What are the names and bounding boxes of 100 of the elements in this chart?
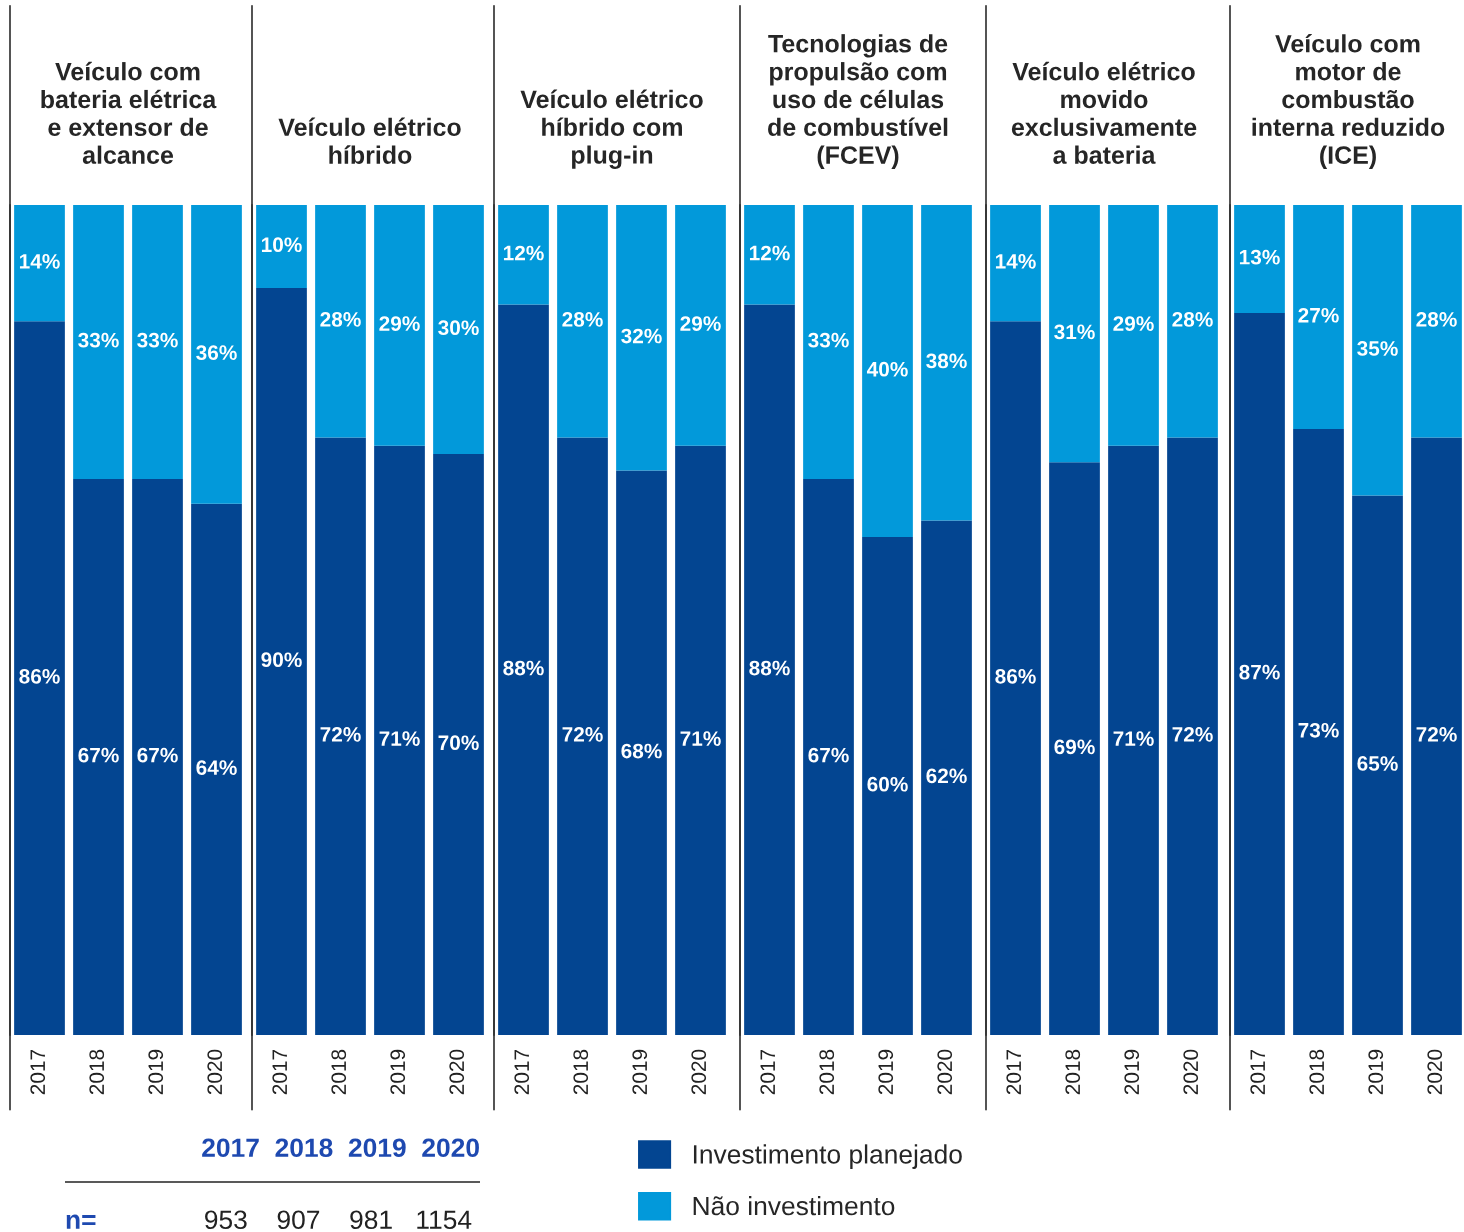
data-label: 36% [196,345,237,361]
bar [132,205,183,479]
data-label: 87% [1239,664,1280,680]
data-label: 71% [1113,731,1154,746]
bar [744,304,795,1035]
x-tick-label: 2018 [1309,1049,1325,1095]
data-label: 35% [1357,341,1398,356]
data-label: 67% [137,747,178,763]
bar [1293,205,1344,430]
x-tick-label: 2017 [514,1049,530,1095]
chart-title: Veículo elétrico híbrido com plug-in [520,89,703,169]
x-tick-label: 2019 [1368,1049,1384,1095]
data-label: 30% [438,320,479,336]
bar [862,537,913,1035]
data-label: 32% [621,328,662,344]
bar [921,520,972,1035]
data-label: 28% [1172,312,1213,327]
data-label: 907 [277,1210,320,1230]
data-label: 29% [680,316,721,331]
data-label: 38% [926,353,967,369]
x-tick-label: 2018 [331,1049,347,1095]
x-tick-label: 2019 [1124,1049,1140,1095]
x-tick-label: 2017 [1006,1049,1022,1095]
data-label: 981 [350,1210,392,1230]
bar [557,205,608,438]
bar [256,205,307,288]
text: n= [66,1214,96,1229]
data-label: 10% [261,237,302,253]
bar [990,205,1041,322]
x-tick-label: 2018 [89,1049,105,1095]
bar [315,437,366,1035]
bar [315,205,366,438]
bar [191,503,242,1035]
bar [675,205,726,446]
bar [14,321,65,1035]
data-label: 33% [78,332,119,348]
bar [374,205,425,446]
x-tick-label: 2019 [632,1049,648,1095]
data-label: 27% [1298,307,1339,323]
data-label: 31% [1054,324,1095,340]
x-tick-label: 2017 [1250,1049,1266,1095]
data-label: 68% [621,743,662,759]
data-label: 29% [1113,316,1154,331]
x-tick-label: 2020 [1427,1049,1443,1095]
legend-label: Não investimento [693,1195,895,1216]
data-label: 86% [19,668,60,684]
bar [1108,205,1159,446]
chart-title: Veículo com motor de combustão interna reduzido (ICE) [1252,34,1445,169]
data-label: 12% [749,245,790,261]
bar [374,445,425,1035]
bar [1049,462,1100,1035]
data-label: 90% [261,652,302,668]
x-tick-label: 2020 [937,1049,953,1095]
data-label: 88% [503,660,544,676]
x-tick-label: 2017 [272,1049,288,1095]
data-label: 40% [866,361,908,377]
chart-title: Veículo com bateria elétrica e extensor de alcance [41,61,217,164]
data-label: 65% [1357,756,1398,771]
bar [616,470,667,1035]
data-label: 13% [1239,249,1280,265]
x-tick-label: 2018 [1065,1049,1081,1095]
bar [1167,205,1218,438]
x-tick-label: 2019 [878,1049,894,1095]
x-tick-label: 2017 [30,1049,46,1095]
bar [14,205,65,322]
data-label: 28% [1416,312,1457,327]
data-label: 72% [562,727,603,742]
data-label: 29% [379,316,420,331]
data-label: 70% [438,735,479,751]
data-label: 62% [926,768,967,784]
data-label: 64% [196,760,237,775]
bar [433,454,484,1035]
data-label: 67% [808,747,849,763]
category-label: 2017 2018 2019 2020 [202,1138,479,1158]
data-label: 72% [1416,727,1457,742]
x-tick-label: 2020 [691,1049,707,1095]
data-label: 69% [1054,739,1095,755]
x-tick-label: 2019 [390,1049,406,1095]
data-label: 72% [320,727,361,742]
bar [73,205,124,479]
bar [132,478,183,1035]
bar [1049,205,1100,463]
bar [1352,495,1403,1035]
bar [1108,445,1159,1035]
data-label: 73% [1298,722,1339,738]
x-tick-label: 2017 [760,1049,776,1095]
bar [1293,429,1344,1035]
data-label: 88% [749,660,790,676]
bar [1352,205,1403,496]
bar [990,321,1041,1035]
x-tick-label: 2020 [207,1049,223,1095]
bar [498,205,549,305]
data-label: 12% [503,245,544,261]
x-tick-label: 2020 [449,1049,465,1095]
bar [675,445,726,1035]
bar [921,205,972,521]
bar [744,205,795,305]
chart-title: Tecnologias de propulsão com uso de células de combustível (FCEV) [768,34,948,169]
x-tick-label: 2020 [1183,1049,1199,1095]
data-label: 28% [562,312,603,327]
